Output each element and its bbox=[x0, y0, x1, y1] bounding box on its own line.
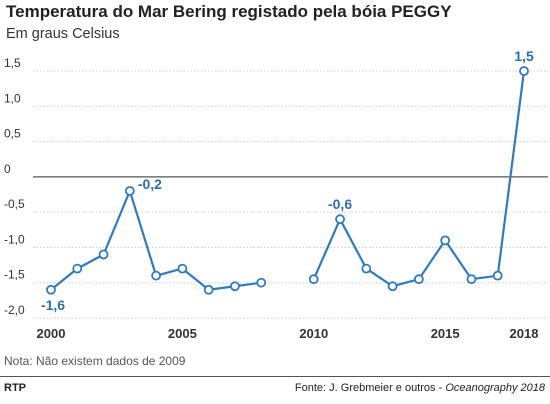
data-point bbox=[203, 284, 214, 295]
y-tick-label: 0,5 bbox=[4, 127, 21, 141]
source-publication: Oceanography 2018 bbox=[445, 382, 545, 394]
data-point bbox=[177, 263, 188, 274]
x-tick-label: 2005 bbox=[168, 326, 197, 341]
data-point bbox=[387, 281, 398, 292]
data-point bbox=[466, 274, 477, 285]
grid-layer bbox=[33, 70, 548, 319]
data-point bbox=[335, 214, 345, 225]
series-line bbox=[312, 70, 526, 288]
y-tick-label: -1,0 bbox=[4, 232, 25, 246]
data-point bbox=[98, 249, 109, 260]
series-line-layer bbox=[50, 70, 526, 291]
source-credit: Fonte: J. Grebmeier e outros - Oceanogra… bbox=[295, 382, 545, 394]
data-label: -1,6 bbox=[41, 297, 65, 313]
x-tick-label: 2010 bbox=[299, 326, 328, 341]
data-point bbox=[230, 281, 240, 292]
data-point bbox=[440, 235, 451, 246]
footnote: Nota: Não existem dados de 2009 bbox=[4, 354, 186, 368]
y-axis-ticks: 1,5 1,0 0,5 0 -0,5 -1,0 -1,5 -2,0 bbox=[4, 56, 25, 317]
chart-title: Temperatura do Mar Bering registado pela… bbox=[6, 2, 452, 21]
x-axis-ticks: 2000 2005 2010 2015 2018 bbox=[37, 326, 539, 341]
data-point bbox=[361, 263, 372, 274]
x-tick-label: 2015 bbox=[431, 326, 460, 341]
brand-logo-text: RTP bbox=[4, 382, 26, 394]
x-tick-label: 2018 bbox=[510, 326, 539, 341]
data-point bbox=[124, 186, 135, 196]
data-point bbox=[492, 270, 503, 281]
data-label: 1,5 bbox=[514, 48, 534, 64]
data-point bbox=[151, 270, 162, 281]
data-label: -0,2 bbox=[138, 176, 162, 192]
chart-subtitle: Em graus Celsius bbox=[6, 26, 120, 42]
y-tick-label: -2,0 bbox=[4, 303, 25, 317]
footer-divider bbox=[0, 376, 550, 377]
data-point bbox=[46, 284, 56, 295]
source-prefix: Fonte: J. Grebmeier e outros - bbox=[294, 382, 446, 394]
data-point bbox=[256, 277, 267, 288]
data-annotations: -1,6 -0,2 -0,6 1,5 bbox=[41, 48, 534, 313]
y-tick-label: -1,5 bbox=[4, 268, 25, 282]
data-point bbox=[308, 274, 319, 285]
line-chart: 1,51,00,50-0,5-1,0-1,5-2,0 2000 2005 2010 2… bbox=[4, 48, 548, 341]
data-points bbox=[46, 66, 529, 295]
y-tick-label: 0 bbox=[4, 162, 11, 176]
y-tick-label: 1,0 bbox=[4, 91, 21, 105]
y-tick-label: 1,5 bbox=[4, 56, 21, 70]
data-label: -0,6 bbox=[328, 196, 352, 212]
data-point bbox=[519, 66, 529, 76]
data-point bbox=[413, 274, 424, 285]
y-tick-label: -0,5 bbox=[4, 197, 25, 211]
data-point bbox=[72, 263, 83, 274]
x-tick-label: 2000 bbox=[37, 326, 66, 341]
